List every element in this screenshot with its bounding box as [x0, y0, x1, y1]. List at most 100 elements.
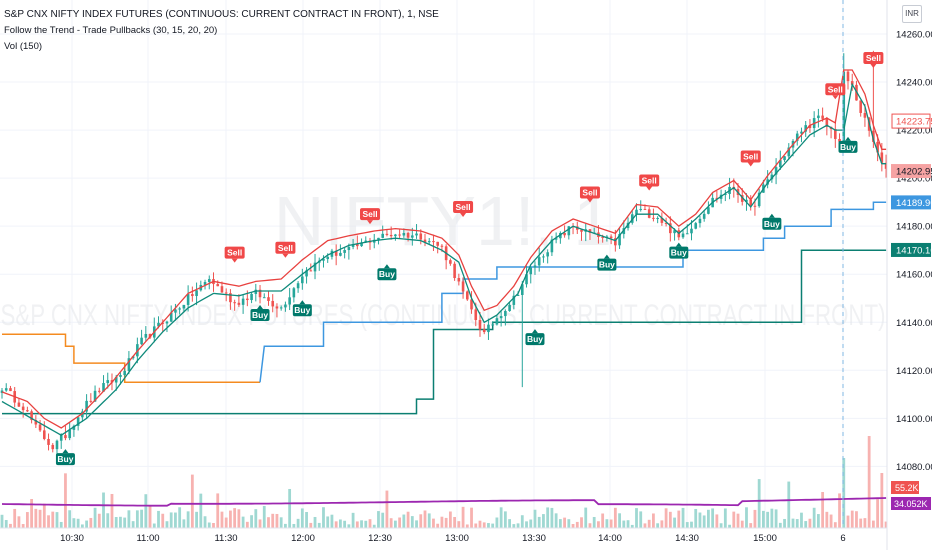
chart-title: S&P CNX NIFTY INDEX FUTURES (CONTINUOUS:…: [4, 9, 439, 20]
volume-bar: [305, 512, 308, 528]
currency-badge[interactable]: INR: [902, 5, 922, 23]
sell-label-box: [275, 241, 296, 254]
volume-bar: [385, 490, 389, 528]
candle-body: [343, 250, 346, 253]
volume-bar: [804, 521, 808, 528]
volume-bar: [478, 520, 482, 528]
buy-label: Buy: [252, 310, 268, 320]
candle-body: [669, 223, 672, 234]
signal-pointer: [675, 242, 682, 247]
candlesticks: [0, 50, 888, 458]
volume-bar: [343, 520, 347, 528]
candle-body: [271, 300, 275, 307]
buy-signal[interactable]: Buy: [838, 136, 858, 153]
candle-body: [779, 160, 782, 168]
sell-signal[interactable]: Sell: [740, 150, 761, 167]
sell-signal[interactable]: Sell: [224, 246, 245, 263]
candle-body: [85, 400, 88, 412]
buy-signal[interactable]: Buy: [55, 449, 75, 466]
volume-bar: [597, 521, 600, 528]
buy-signal[interactable]: Buy: [250, 305, 270, 322]
candle-body: [419, 233, 423, 240]
candle-body: [423, 239, 427, 243]
volume-bar: [410, 516, 414, 528]
candle-body: [59, 435, 63, 441]
volume-bar: [503, 511, 507, 528]
buy-label-box: [250, 309, 270, 322]
price-label-text: 14202.95: [896, 167, 932, 178]
buy-signal[interactable]: Buy: [292, 300, 312, 317]
volume-bar: [732, 511, 736, 528]
volume-bar: [525, 521, 528, 528]
price-axis: 14080.00 14100.00 14120.00 14140.00 14160.00…: [886, 0, 932, 550]
volume-bar: [13, 508, 17, 528]
sell-signal[interactable]: Sell: [579, 186, 600, 203]
sell-signal[interactable]: Sell: [639, 174, 660, 191]
candle-body: [685, 233, 689, 235]
sell-signal[interactable]: Sell: [275, 241, 296, 258]
candle-body: [68, 429, 71, 439]
buy-signal[interactable]: Buy: [377, 264, 397, 281]
volume-bar: [664, 508, 668, 528]
sell-signal[interactable]: Sell: [825, 83, 846, 100]
volume-bar: [474, 523, 478, 528]
candle-body: [817, 115, 820, 119]
volume-bar: [389, 518, 393, 528]
volume-bar: [300, 508, 304, 528]
volume-bar: [334, 521, 338, 528]
indicator-legend[interactable]: Follow the Trend - Trade Pullbacks (30, …: [4, 25, 218, 36]
volume-bar: [855, 511, 858, 528]
buy-signal[interactable]: Buy: [525, 329, 545, 346]
candle-body: [224, 292, 228, 294]
price-tick-label: 14260.00: [896, 30, 932, 41]
candle-body: [21, 406, 25, 411]
volume-bar: [415, 520, 418, 528]
buy-label: Buy: [57, 454, 73, 464]
volume-bar: [372, 524, 376, 528]
volume-bar: [68, 510, 72, 528]
volume-bar: [605, 519, 609, 528]
sell-label: Sell: [642, 176, 657, 186]
volume-bar: [884, 521, 888, 528]
candle-body: [326, 256, 330, 260]
candle-body: [512, 295, 516, 305]
candle-body: [309, 270, 313, 272]
buy-signal[interactable]: Buy: [762, 213, 782, 230]
volume-bar: [360, 520, 363, 528]
volume-bar: [465, 524, 469, 528]
candle-body: [542, 256, 545, 258]
volume-legend[interactable]: Vol (150): [4, 41, 43, 52]
sell-signal[interactable]: Sell: [863, 52, 884, 69]
volume-bar: [195, 511, 198, 528]
sell-signal[interactable]: Sell: [453, 200, 474, 217]
candle-body: [491, 324, 494, 326]
candle-body: [470, 299, 473, 310]
volume-bar: [440, 516, 444, 528]
candle-body: [478, 320, 482, 330]
buy-label-box: [762, 217, 782, 230]
candle-body: [102, 383, 105, 392]
buy-signal[interactable]: Buy: [597, 254, 617, 271]
candle-body: [394, 234, 397, 237]
buy-label-box: [377, 268, 397, 281]
candle-body: [72, 425, 76, 430]
buy-label-box: [525, 333, 545, 346]
signal-pointer: [62, 449, 69, 454]
signal-pointer: [257, 305, 264, 310]
volume-bar: [271, 513, 275, 528]
candle-body: [740, 194, 744, 202]
price-label-box: [891, 164, 931, 179]
volume-bar: [850, 510, 854, 528]
volume-bar: [284, 523, 287, 528]
buy-signal[interactable]: Buy: [669, 242, 689, 259]
candle-body: [884, 162, 888, 169]
volume-value-text: 55.2K: [895, 483, 919, 493]
volume-bar: [609, 519, 613, 528]
candle-body: [457, 278, 461, 282]
time-tick-label: 10:30: [60, 533, 84, 544]
sell-signal[interactable]: Sell: [360, 208, 381, 225]
volume-bar: [588, 523, 592, 528]
time-tick-label: 12:00: [291, 533, 315, 544]
volume-bar: [787, 481, 791, 528]
